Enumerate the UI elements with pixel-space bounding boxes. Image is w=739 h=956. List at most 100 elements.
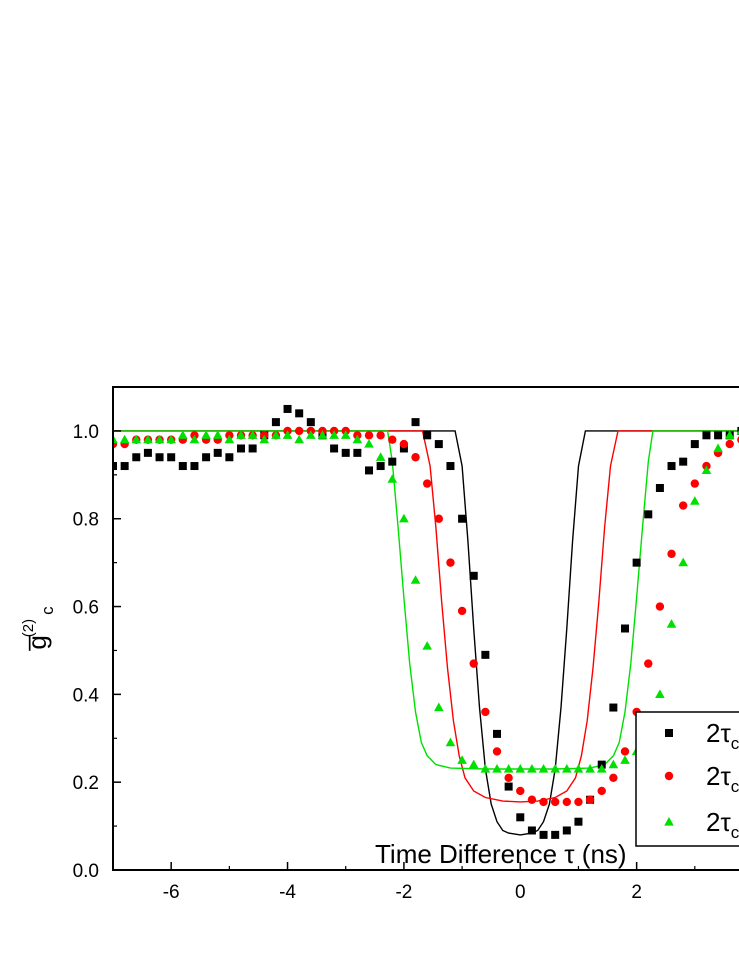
- data-point-series-3: [143, 434, 153, 444]
- data-point-series-1: [202, 453, 211, 462]
- data-point-series-2: [376, 431, 385, 440]
- svg-text:g̅(2)c: g̅(2)c: [20, 606, 57, 651]
- data-point-series-1: [632, 558, 641, 567]
- x-axis: -6 -4 -2 0 2: [112, 862, 696, 903]
- fit-line-series-1: [113, 430, 739, 836]
- legend-marker-series-1: [665, 729, 673, 737]
- data-point-series-2: [539, 797, 548, 807]
- data-point-series-2: [574, 797, 583, 807]
- data-point-series-1: [644, 510, 653, 519]
- data-point-series-3: [399, 513, 409, 523]
- data-point-series-3: [678, 557, 688, 567]
- data-point-series-1: [539, 830, 548, 839]
- data-point-series-3: [113, 434, 118, 444]
- data-point-series-3: [259, 434, 270, 444]
- data-point-series-3: [422, 641, 432, 650]
- data-point-series-3: [352, 434, 363, 444]
- data-point-series-3: [515, 764, 526, 773]
- data-point-series-1: [411, 418, 420, 427]
- data-point-series-1: [655, 483, 664, 492]
- data-point-series-1: [283, 404, 292, 413]
- data-point-series-2: [388, 435, 397, 444]
- data-point-series-3: [690, 496, 700, 505]
- data-point-series-3: [527, 764, 537, 773]
- data-point-series-2: [434, 514, 444, 523]
- data-point-series-1: [295, 409, 304, 418]
- data-point-series-3: [608, 759, 619, 769]
- data-point-series-1: [679, 457, 688, 466]
- data-point-series-2: [516, 786, 525, 796]
- x-tick-label: 0: [515, 882, 526, 903]
- data-point-series-1: [399, 444, 408, 453]
- data-point-series-2: [667, 549, 676, 559]
- data-point-series-1: [714, 431, 723, 440]
- data-point-series-3: [655, 689, 665, 698]
- data-point-series-1: [551, 830, 560, 839]
- legend-marker-series-3: [664, 817, 674, 826]
- data-point-series-3: [212, 430, 223, 439]
- data-point-series-3: [585, 764, 595, 773]
- x-tick-label: -6: [163, 882, 180, 903]
- data-point-series-2: [585, 795, 595, 804]
- data-points: [113, 404, 739, 839]
- data-point-series-1: [621, 624, 629, 633]
- data-point-series-2: [294, 426, 304, 436]
- data-point-series-1: [271, 418, 280, 427]
- data-point-series-2: [411, 453, 420, 462]
- data-point-series-3: [503, 764, 514, 773]
- data-point-series-3: [387, 474, 398, 483]
- data-point-series-3: [538, 764, 549, 773]
- data-point-series-3: [189, 434, 200, 444]
- data-point-series-3: [573, 764, 584, 773]
- y-tick-label: 0.2: [73, 773, 99, 794]
- data-point-series-1: [574, 817, 583, 826]
- data-point-series-3: [271, 430, 281, 439]
- data-point-series-1: [469, 571, 478, 580]
- data-point-series-3: [666, 619, 677, 628]
- data-point-series-3: [224, 434, 235, 444]
- data-point-series-3: [620, 755, 630, 764]
- data-point-series-1: [190, 462, 199, 471]
- data-point-series-1: [213, 448, 222, 457]
- data-point-series-3: [178, 430, 188, 439]
- data-point-series-1: [516, 813, 525, 822]
- y-tick-label: 1.0: [73, 422, 99, 443]
- data-point-series-2: [678, 501, 688, 510]
- data-point-series-1: [132, 453, 141, 462]
- data-point-series-3: [434, 702, 444, 712]
- data-point-series-3: [306, 430, 316, 439]
- data-point-series-2: [655, 602, 665, 611]
- data-point-series-3: [492, 764, 502, 773]
- data-point-series-2: [620, 747, 630, 756]
- y-tick-label: 0.4: [73, 685, 100, 706]
- data-point-series-1: [609, 703, 618, 712]
- data-point-series-3: [445, 737, 456, 747]
- data-point-series-2: [597, 786, 606, 796]
- data-point-series-1: [143, 448, 152, 457]
- y-tick-label: 0.8: [73, 510, 99, 531]
- x-axis-title: Time Difference τ (ns): [375, 839, 627, 869]
- data-point-series-2: [725, 439, 734, 449]
- data-point-series-3: [736, 430, 739, 435]
- data-point-series-3: [282, 430, 293, 439]
- data-point-series-3: [340, 430, 351, 439]
- x-tick-label: -4: [279, 882, 296, 903]
- data-point-series-1: [562, 826, 571, 835]
- data-point-series-1: [225, 453, 234, 462]
- data-point-series-1: [423, 431, 432, 440]
- data-point-series-2: [492, 747, 502, 756]
- y-tick-label: 0.0: [73, 861, 99, 882]
- data-point-series-1: [341, 448, 350, 457]
- data-point-series-3: [131, 434, 142, 444]
- data-point-series-1: [306, 418, 315, 427]
- x-tick-label: 2: [631, 882, 642, 903]
- data-point-series-1: [446, 462, 455, 471]
- data-point-series-3: [166, 434, 176, 444]
- data-point-series-1: [353, 448, 362, 457]
- data-point-series-1: [690, 440, 699, 449]
- data-point-series-3: [596, 764, 607, 773]
- data-point-series-1: [330, 444, 339, 453]
- y-axis-title: g̅(2)c: [20, 606, 57, 651]
- legend-label-series-3: 2τc: [706, 807, 739, 842]
